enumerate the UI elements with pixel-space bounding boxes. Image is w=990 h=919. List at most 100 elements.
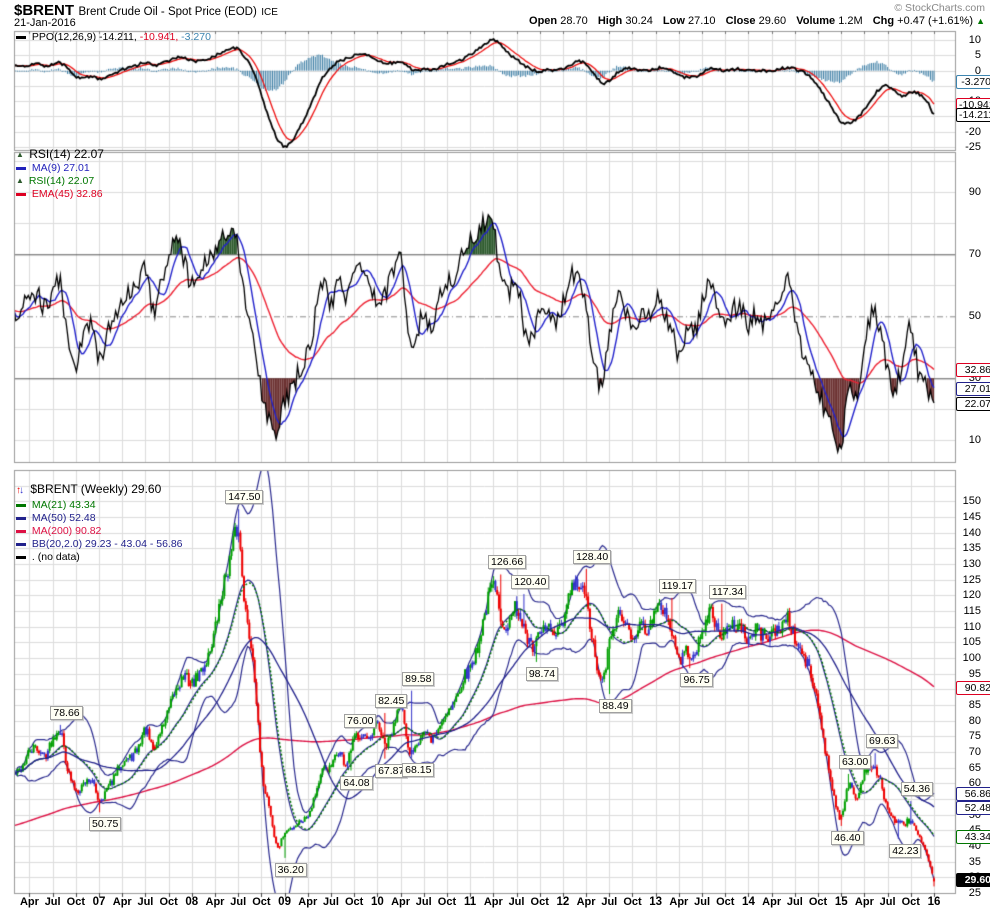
ppo-value-2: -10.941,	[139, 31, 179, 43]
rsi-legend-row-4: EMA(45) 32.86	[16, 188, 103, 200]
xaxis-label: Jul	[879, 896, 896, 908]
xaxis-label: Oct	[159, 896, 178, 908]
main-ytick: 145	[962, 511, 981, 523]
symbol-label: $BRENT	[14, 2, 75, 19]
main-ytick: 130	[962, 558, 981, 570]
price-annotation: 147.50	[225, 490, 264, 505]
ppo-value-callout: -3.270	[956, 74, 990, 89]
xaxis-label: Apr	[483, 896, 503, 908]
xaxis-label: Apr	[298, 896, 318, 908]
main-legend-row-5: BB(20,2.0) 29.23 - 43.04 - 56.86	[16, 538, 183, 550]
rsi-area-icon: ▲	[16, 150, 24, 159]
exchange-label: ICE	[261, 7, 278, 18]
rsi-ytick: 70	[968, 248, 981, 261]
main-legend-row-6: . (no data)	[16, 551, 80, 563]
xaxis-label: Jul	[786, 896, 803, 908]
xaxis-label: Apr	[576, 896, 596, 908]
rsi-ytick: 10	[968, 434, 981, 447]
rsi-value-callout: 27.01	[956, 381, 990, 396]
xaxis-label: Oct	[808, 896, 828, 908]
close-value: 29.60	[758, 15, 787, 27]
xaxis-label: 10	[370, 896, 384, 908]
price-annotation: 63.00	[838, 754, 872, 769]
main-ytick: 125	[962, 573, 981, 586]
price-annotation: 54.36	[900, 782, 934, 796]
chart-date: 21-Jan-2016	[14, 17, 76, 29]
main-ytick: 35	[968, 855, 981, 868]
main-ytick: 60	[968, 777, 981, 790]
price-value-callout: 29.60	[956, 872, 990, 887]
xaxis-label: Jul	[230, 896, 247, 908]
main-ytick: 110	[963, 620, 981, 633]
xaxis-label: Jul	[601, 896, 618, 908]
rsi-value-callout: 32.86	[956, 363, 990, 378]
ppo-value-callout: -14.211	[956, 108, 990, 123]
bb-label: BB(20,2.0) 29.23 - 43.04 - 56.86	[31, 538, 183, 550]
main-ytick: 135	[962, 542, 981, 555]
price-value-callout: 90.82	[956, 680, 990, 695]
main-ytick: 70	[968, 746, 981, 758]
xaxis-label: Apr	[19, 896, 39, 908]
low-value: 27.10	[687, 15, 716, 27]
ppo-value-3: -3.270	[181, 31, 211, 43]
rsi-green-label: RSI(14) 22.07	[28, 175, 95, 187]
xaxis-label: 13	[649, 896, 663, 908]
main-legend-row-4: MA(200) 90.82	[16, 525, 101, 537]
ma50-swatch-icon	[16, 516, 26, 520]
rsi-legend-row-1: ▲ RSI(14) 22.07	[16, 147, 104, 161]
xaxis-label: Apr	[205, 896, 225, 908]
price-annotation: 98.74	[525, 666, 559, 681]
main-ytick: 65	[968, 761, 981, 774]
bb-swatch-icon	[16, 542, 26, 546]
price-annotation: 128.40	[573, 550, 612, 564]
ma21-swatch-icon	[16, 503, 26, 507]
main-ytick: 105	[962, 636, 981, 649]
ma200-label: MA(200) 90.82	[31, 525, 102, 537]
xaxis-label: 16	[927, 896, 941, 908]
chg-up-icon: ▲	[976, 16, 985, 26]
xaxis-label: Oct	[716, 896, 735, 908]
main-legend-row-1: ↑↓ $BRENT (Weekly) 29.60	[16, 482, 161, 496]
xaxis-label: 15	[834, 896, 848, 908]
low-label: Low	[662, 15, 685, 27]
xaxis-label: 09	[278, 896, 291, 908]
price-annotation: 117.34	[708, 584, 747, 599]
open-value: 28.70	[560, 15, 588, 27]
price-annotation: 67.87	[375, 763, 408, 778]
price-annotation: 89.58	[402, 671, 435, 686]
price-annotation: 78.66	[50, 705, 83, 720]
price-annotation: 46.40	[831, 830, 864, 845]
rsi-legend-label: RSI(14) 22.07	[29, 147, 104, 161]
price-value-callout: 56.86	[956, 787, 990, 802]
rsi-ema45-label: EMA(45) 32.86	[31, 188, 103, 200]
main-ytick: 80	[968, 714, 981, 727]
main-ytick: 140	[962, 526, 981, 539]
ppo-ytick: 10	[968, 34, 981, 47]
xaxis-label: Apr	[391, 896, 411, 908]
close-label: Close	[725, 15, 756, 27]
xaxis-label: 11	[464, 896, 477, 908]
main-legend-row-3: MA(50) 52.48	[16, 512, 96, 524]
rsi-ma9-swatch-icon	[16, 166, 26, 170]
high-value: 30.24	[625, 15, 653, 27]
rsi-ytick: 50	[968, 310, 981, 323]
main-ytick: 115	[963, 605, 981, 617]
ppo-ytick: 5	[974, 49, 981, 62]
rsi-ema45-swatch-icon	[16, 192, 26, 196]
xaxis-label: Apr	[112, 896, 132, 908]
xaxis-label: Apr	[854, 896, 874, 908]
main-ytick: 120	[962, 589, 981, 602]
chart-title: Brent Crude Oil - Spot Price (EOD)	[78, 6, 257, 18]
xaxis-label: Oct	[901, 896, 920, 908]
price-value-callout: 52.48	[956, 800, 990, 815]
rsi-value-callout: 22.07	[956, 396, 990, 411]
main-symbol-label: $BRENT (Weekly) 29.60	[30, 482, 162, 496]
xaxis-label: Oct	[66, 896, 86, 908]
xaxis-label: Oct	[252, 896, 271, 908]
candlestick-icon: ↑↓	[16, 485, 24, 496]
main-ytick: 25	[968, 887, 981, 899]
chart-header: $BRENT Brent Crude Oil - Spot Price (EOD…	[14, 2, 278, 20]
price-annotation: 126.66	[488, 555, 527, 570]
price-annotation: 36.20	[274, 862, 307, 877]
